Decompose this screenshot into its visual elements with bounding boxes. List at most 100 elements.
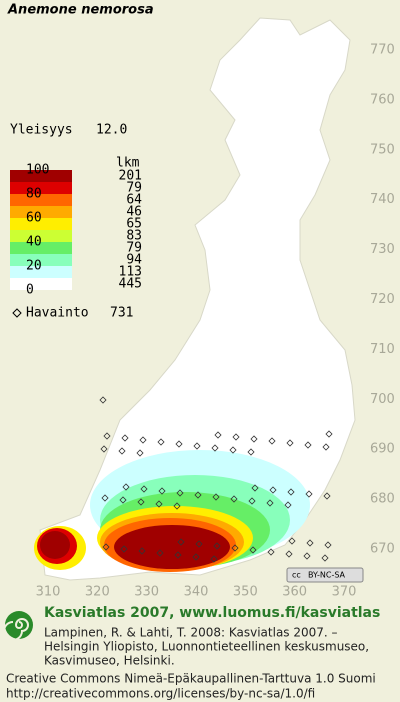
observation-point	[120, 545, 128, 553]
y-tick-label: 750	[370, 142, 395, 157]
observation-point	[248, 497, 256, 505]
observation-point	[266, 499, 274, 507]
observation-point	[251, 484, 259, 492]
map-outline	[39, 17, 356, 581]
y-tick-label: 730	[370, 242, 395, 257]
observation-point	[174, 551, 182, 559]
observation-point	[99, 396, 107, 404]
legend-percent: 80	[26, 187, 42, 202]
observation-point	[176, 489, 184, 497]
y-tick-label: 760	[370, 92, 395, 107]
y-tick-label: 670	[370, 542, 395, 557]
license-line: http://creativecommons.org/licenses/by-n…	[6, 687, 315, 701]
observation-point	[267, 548, 275, 556]
observation-point	[155, 500, 163, 508]
legend-count: 79	[126, 241, 142, 256]
legend-band	[10, 182, 72, 194]
legend-count: 83	[126, 229, 142, 244]
observation-point	[192, 553, 200, 561]
observation-point	[118, 447, 126, 455]
y-tick-label: 700	[370, 392, 395, 407]
legend-count: 65	[126, 217, 142, 232]
distribution-area	[114, 525, 230, 569]
observation-point	[268, 437, 276, 445]
observation-point	[287, 488, 295, 496]
observation-point	[100, 445, 108, 453]
observation-point	[137, 498, 145, 506]
observation-point	[139, 436, 147, 444]
license-badge	[286, 567, 364, 583]
observation-point	[175, 440, 183, 448]
legend-percent: 20	[26, 259, 42, 274]
observation-symbol	[12, 308, 22, 318]
legend-percent: 100	[26, 163, 49, 178]
citation-line: Kasvimuseo, Helsinki.	[44, 654, 175, 668]
legend-band	[10, 170, 72, 182]
observation-point	[284, 501, 292, 509]
observation-points	[99, 396, 333, 563]
observation-point	[325, 430, 333, 438]
legend-band	[10, 206, 72, 218]
y-tick-label: 740	[370, 192, 395, 207]
observation-point	[321, 554, 329, 562]
count-header: lkm	[116, 156, 140, 171]
legend-count: 79	[126, 181, 142, 196]
legend-percent: 40	[26, 235, 42, 250]
observation-point	[247, 448, 255, 456]
cc-mark: cc	[292, 571, 301, 580]
y-tick-label: 720	[370, 292, 395, 307]
observation-point	[138, 547, 146, 555]
x-tick-label: 320	[85, 585, 110, 600]
observation-point	[324, 541, 332, 549]
frequency-label: Yleisyys	[10, 123, 73, 138]
observation-point	[304, 441, 312, 449]
legend-count: 201	[119, 169, 142, 184]
observation-point	[211, 444, 219, 452]
x-tick-label: 360	[282, 585, 307, 600]
citation-line: Lampinen, R. & Lahti, T. 2008: Kasviatla…	[44, 626, 338, 640]
citation-line: Helsingin Yliopisto, Luonnontieteellinen…	[44, 640, 369, 654]
observation-point	[173, 502, 181, 510]
observation-point	[177, 538, 185, 546]
observation-point	[322, 443, 330, 451]
observation-point	[250, 435, 258, 443]
observation-point	[230, 495, 238, 503]
x-tick-label: 370	[332, 585, 357, 600]
observation-point	[156, 549, 164, 557]
observation-point	[122, 483, 130, 491]
observation-point	[323, 492, 331, 500]
observation-point	[285, 550, 293, 558]
legend-count: 94	[126, 253, 142, 268]
license-line: Creative Commons Nimeä-Epäkaupallinen-Ta…	[6, 672, 376, 686]
observation-point	[286, 439, 294, 447]
observation-point	[306, 539, 314, 547]
legend-band	[10, 266, 72, 278]
x-tick-label: 350	[233, 585, 258, 600]
license-badge-text: BY-NC-SA	[308, 571, 346, 580]
legend-band	[10, 218, 72, 230]
legend-band	[10, 230, 72, 242]
observation-point	[140, 485, 148, 493]
distribution	[34, 450, 310, 572]
observation-point	[231, 544, 239, 552]
y-tick-label: 680	[370, 492, 395, 507]
legend-percent: 60	[26, 211, 42, 226]
title: Anemone nemorosa	[7, 3, 154, 18]
legend-band	[10, 242, 72, 254]
distribution-area	[40, 531, 70, 559]
observation-point	[121, 434, 129, 442]
legend-count: 113	[119, 265, 142, 280]
observation-point	[212, 493, 220, 501]
x-tick-label: 330	[134, 585, 159, 600]
observation-point	[249, 546, 257, 554]
x-tick-label: 310	[36, 585, 61, 600]
y-tick-label: 710	[370, 342, 395, 357]
legend-count: 64	[126, 193, 142, 208]
observation-point	[210, 555, 218, 563]
observation-point	[101, 494, 109, 502]
observation-point	[193, 442, 201, 450]
observation-point	[102, 543, 110, 551]
observation-point	[303, 552, 311, 560]
frequency-value: 12.0	[96, 123, 127, 138]
observation-point	[269, 486, 277, 494]
